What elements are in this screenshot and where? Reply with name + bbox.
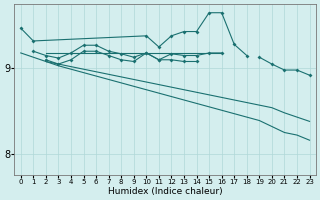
X-axis label: Humidex (Indice chaleur): Humidex (Indice chaleur)	[108, 187, 222, 196]
